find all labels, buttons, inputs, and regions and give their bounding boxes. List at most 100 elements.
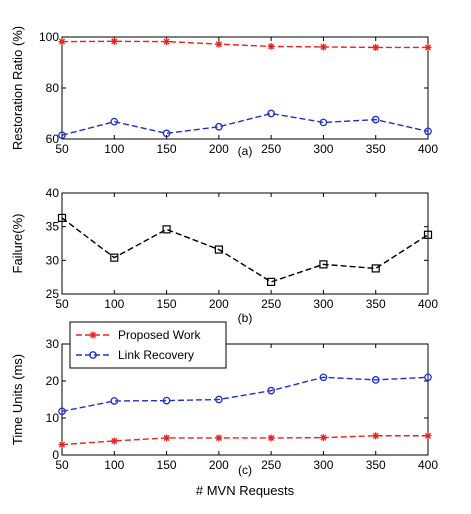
x-tick-label: 400 (418, 458, 438, 472)
x-tick-label: 150 (157, 297, 177, 311)
x-tick-label: 400 (418, 297, 438, 311)
data-point (319, 118, 328, 127)
data-point (319, 434, 327, 442)
x-tick-label: 350 (366, 142, 386, 156)
data-point (267, 109, 275, 118)
legend-label: Link Recovery (118, 348, 194, 362)
y-axis-label: Restoration Ratio (%) (10, 26, 25, 150)
data-point (162, 225, 171, 234)
data-point (424, 432, 432, 440)
x-tick-label: 350 (366, 458, 386, 472)
x-tick-label: 250 (261, 458, 281, 472)
x-axis-label: # MVN Requests (196, 483, 295, 498)
y-tick-label: 0 (52, 448, 59, 462)
data-point (371, 376, 380, 384)
plot-area-frame (61, 192, 429, 295)
x-tick-label: 250 (261, 142, 281, 156)
data-point (110, 253, 119, 262)
x-tick-label: 400 (418, 142, 438, 156)
y-tick-label: 80 (46, 81, 60, 95)
data-point (424, 373, 432, 382)
y-tick-label: 40 (46, 186, 60, 200)
x-tick-label: 100 (104, 458, 124, 472)
y-tick-label: 30 (46, 337, 60, 351)
legend-label: Proposed Work (118, 328, 201, 342)
chart-panel-2: 50 100 150 200 250 300 350 400 25 30 35 40 Failure(%… (10, 186, 438, 325)
data-point (215, 122, 223, 131)
series-line (61, 112, 429, 136)
x-tick-label: 200 (209, 297, 229, 311)
data-point (319, 43, 327, 51)
x-tick-label: 200 (209, 142, 229, 156)
data-point (110, 397, 119, 405)
data-point (57, 213, 67, 223)
chart-panel-1: 50 100 150 200 250 300 350 400 60 80 100 Restoratio… (10, 26, 438, 158)
series-link-recovery (58, 109, 432, 140)
x-tick-label: 350 (366, 297, 386, 311)
series-line (61, 376, 429, 413)
legend-box (69, 321, 227, 369)
panel-label: (a) (238, 144, 253, 158)
x-tick-label: 250 (261, 297, 281, 311)
x-tick-label: 100 (104, 297, 124, 311)
data-point (371, 264, 380, 273)
series-line (61, 40, 428, 49)
data-point (424, 127, 432, 136)
y-tick-label: 60 (46, 132, 60, 146)
panel-label: (b) (238, 311, 253, 325)
x-tick-label: 50 (55, 142, 69, 156)
x-tick-label: 300 (313, 458, 333, 472)
series-link-recovery (58, 373, 432, 416)
y-axis-label: Time Units (ms) (10, 354, 25, 445)
data-point (58, 131, 66, 140)
x-tick-label: 50 (55, 297, 69, 311)
y-tick-label: 25 (46, 287, 60, 301)
x-tick-label: 100 (104, 142, 124, 156)
data-point (267, 277, 276, 286)
data-point (372, 43, 380, 51)
x-tick-label: 300 (313, 142, 333, 156)
x-tick-label: 200 (209, 458, 229, 472)
data-point (267, 42, 275, 50)
data-point (163, 38, 171, 46)
series-proposed-work (58, 432, 432, 449)
x-tick-label: 300 (313, 297, 333, 311)
data-point (215, 40, 223, 48)
x-tick-label: 50 (55, 458, 69, 472)
series-line (61, 217, 429, 283)
y-tick-label: 20 (46, 374, 60, 388)
data-point (162, 129, 171, 138)
legend-marker (89, 351, 97, 359)
chart-panel-3: 50 100 150 200 250 300 350 400 0 10 20 30 Time Units… (10, 321, 438, 498)
data-point (371, 115, 380, 124)
panel-label: (c) (238, 463, 252, 477)
data-point (163, 434, 171, 442)
series-failure (57, 213, 433, 286)
data-point (110, 437, 118, 445)
series-proposed-work (58, 37, 432, 51)
x-tick-label: 150 (157, 458, 177, 472)
data-point (215, 395, 223, 404)
data-point (267, 434, 275, 442)
plot-area-frame (61, 343, 429, 456)
data-point (319, 373, 328, 382)
data-point (58, 441, 66, 449)
data-point (215, 434, 223, 442)
data-point (423, 230, 433, 239)
data-point (319, 260, 328, 269)
y-tick-label: 100 (39, 30, 59, 44)
legend: Proposed Work Link Recovery (69, 321, 227, 369)
data-point (214, 245, 223, 254)
y-tick-label: 35 (46, 220, 60, 234)
y-tick-label: 30 (46, 253, 60, 267)
series-line (61, 435, 428, 446)
x-tick-label: 150 (157, 142, 177, 156)
y-axis-label: Failure(%) (10, 214, 25, 274)
data-point (110, 37, 118, 45)
y-tick-label: 10 (46, 411, 60, 425)
legend-marker (89, 331, 97, 339)
data-point (424, 43, 432, 51)
data-point (267, 386, 275, 395)
data-point (110, 117, 119, 126)
